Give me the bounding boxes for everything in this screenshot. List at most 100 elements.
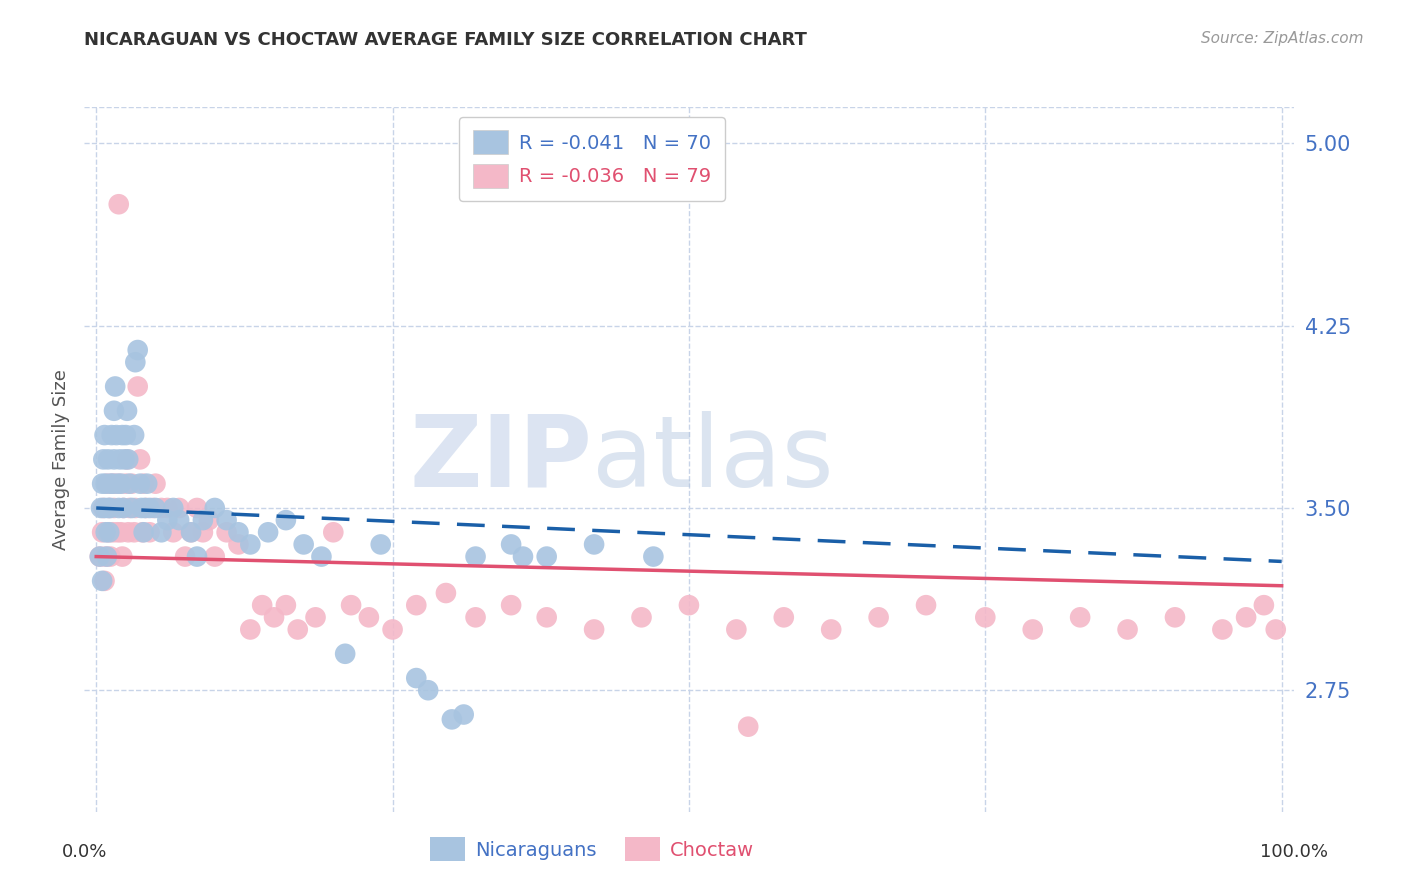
Point (129, 476, 152, 491)
Point (100, 549, 122, 564)
Point (142, 500, 165, 515)
Point (150, 525, 173, 540)
Point (98, 500, 121, 515)
Point (105, 428, 128, 442)
Point (134, 500, 156, 515)
Point (112, 500, 135, 515)
Point (643, 549, 665, 564)
Point (583, 537, 606, 551)
Point (257, 525, 280, 540)
Point (678, 598, 700, 612)
Point (110, 525, 132, 540)
Point (101, 525, 124, 540)
Point (115, 404, 138, 418)
Point (89, 549, 111, 564)
Point (97, 525, 120, 540)
Point (93, 500, 115, 515)
Point (97, 452, 120, 467)
Point (333, 647, 356, 661)
Point (370, 537, 392, 551)
Point (122, 525, 145, 540)
Point (357, 610, 380, 624)
Point (536, 549, 558, 564)
Point (100, 476, 122, 491)
Point (228, 525, 250, 540)
Point (311, 549, 333, 564)
Point (108, 476, 131, 491)
Point (162, 500, 184, 515)
Point (104, 379, 127, 393)
Point (124, 500, 146, 515)
Point (464, 549, 486, 564)
Point (97, 500, 120, 515)
Point (868, 610, 890, 624)
Point (93, 574, 115, 588)
Point (263, 610, 285, 624)
Point (464, 610, 486, 624)
Point (96, 549, 118, 564)
Point (129, 452, 152, 467)
Point (103, 452, 125, 467)
Point (150, 500, 173, 515)
Point (104, 476, 127, 491)
Point (107, 525, 129, 540)
Point (583, 623, 606, 637)
Point (100, 500, 122, 515)
Text: 100.0%: 100.0% (1260, 843, 1327, 861)
Point (91, 574, 114, 588)
Point (239, 623, 262, 637)
Y-axis label: Average Family Size: Average Family Size (52, 369, 70, 549)
Text: 0.0%: 0.0% (62, 843, 107, 861)
Point (274, 513, 297, 527)
Point (630, 610, 652, 624)
Point (772, 610, 794, 624)
Point (94, 525, 117, 540)
Point (1264, 623, 1286, 637)
Point (108, 452, 131, 467)
Point (215, 525, 238, 540)
Point (322, 525, 344, 540)
Point (1116, 623, 1139, 637)
Point (725, 623, 748, 637)
Point (91, 476, 114, 491)
Point (453, 707, 475, 722)
Point (127, 343, 149, 357)
Point (440, 712, 463, 726)
Point (121, 476, 143, 491)
Point (132, 476, 155, 491)
Point (1069, 610, 1091, 624)
Point (405, 598, 427, 612)
Point (135, 500, 157, 515)
Point (117, 452, 139, 467)
Text: NICARAGUAN VS CHOCTAW AVERAGE FAMILY SIZE CORRELATION CHART: NICARAGUAN VS CHOCTAW AVERAGE FAMILY SIZ… (84, 31, 807, 49)
Point (536, 610, 558, 624)
Point (114, 452, 136, 467)
Point (115, 452, 138, 467)
Point (91, 500, 114, 515)
Point (418, 683, 440, 698)
Point (1253, 598, 1275, 612)
Point (204, 549, 226, 564)
Legend: Nicaraguans, Choctaw: Nicaraguans, Choctaw (422, 830, 762, 869)
Point (138, 525, 160, 540)
Point (167, 513, 190, 527)
Point (174, 549, 197, 564)
Point (131, 525, 153, 540)
Point (191, 525, 214, 540)
Point (111, 549, 134, 564)
Point (215, 513, 238, 527)
Point (121, 500, 143, 515)
Point (136, 476, 159, 491)
Point (110, 476, 132, 491)
Point (94, 549, 117, 564)
Point (1234, 610, 1257, 624)
Point (292, 537, 315, 551)
Point (156, 500, 179, 515)
Text: Source: ZipAtlas.com: Source: ZipAtlas.com (1201, 31, 1364, 46)
Point (186, 549, 208, 564)
Point (129, 500, 152, 515)
Point (100, 428, 122, 442)
Point (381, 623, 404, 637)
Point (162, 525, 184, 540)
Point (737, 720, 759, 734)
